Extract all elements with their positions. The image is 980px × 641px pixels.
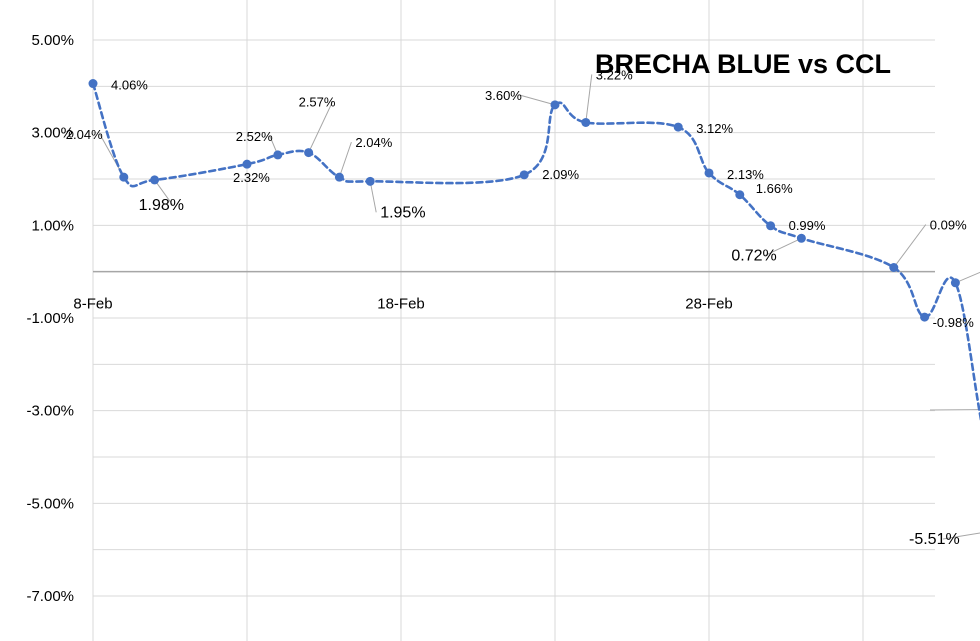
label-leader-line bbox=[765, 237, 802, 256]
data-label: -0.98% bbox=[933, 315, 975, 330]
data-point bbox=[704, 168, 714, 178]
y-tick-label: -5.00% bbox=[26, 495, 74, 512]
data-point bbox=[735, 190, 745, 200]
data-label: 2.52% bbox=[236, 129, 273, 144]
data-label: 4.06% bbox=[111, 78, 148, 93]
data-point bbox=[88, 79, 98, 89]
data-point bbox=[304, 148, 314, 158]
data-point bbox=[334, 172, 344, 182]
x-tick-label: 28-Feb bbox=[685, 296, 733, 313]
data-label: 1.98% bbox=[139, 197, 184, 214]
data-point bbox=[673, 122, 683, 132]
data-label: 2.04% bbox=[355, 135, 392, 150]
data-point bbox=[150, 175, 160, 185]
data-point bbox=[119, 172, 129, 182]
data-label: 1.66% bbox=[756, 181, 793, 196]
data-label: 1.95% bbox=[380, 204, 425, 221]
data-label: 3.22% bbox=[596, 67, 633, 82]
data-label: 0.09% bbox=[930, 217, 967, 232]
label-leader-line bbox=[154, 179, 174, 206]
data-point bbox=[365, 176, 375, 186]
data-label: 3.12% bbox=[696, 121, 733, 136]
data-label: 2.32% bbox=[233, 170, 270, 185]
data-label: 2.13% bbox=[727, 167, 764, 182]
data-label: 2.57% bbox=[299, 95, 336, 110]
axis-ticks: 5.00% 3.00% 1.00% -1.00% -3.00% -5.00% -7.00% 8… bbox=[26, 32, 733, 605]
label-leader-line bbox=[308, 101, 334, 153]
label-leader-line bbox=[585, 74, 593, 123]
data-point bbox=[766, 221, 776, 231]
label-leader-line bbox=[893, 224, 927, 268]
data-point bbox=[550, 100, 560, 110]
label-leader-line bbox=[369, 181, 377, 213]
label-leader-line bbox=[942, 532, 980, 540]
data-point bbox=[273, 150, 283, 160]
data-label: 2.04% bbox=[66, 127, 103, 142]
label-leader-line bbox=[338, 141, 352, 178]
data-label: -5.51% bbox=[909, 531, 960, 548]
y-tick-label: -1.00% bbox=[26, 310, 74, 327]
y-tick-label: 1.00% bbox=[31, 217, 74, 234]
data-point bbox=[920, 312, 930, 322]
data-label: 0.99% bbox=[789, 218, 826, 233]
series-markers bbox=[88, 79, 960, 322]
y-tick-label: 3.00% bbox=[31, 125, 74, 142]
data-point bbox=[581, 117, 591, 127]
label-leader-line bbox=[518, 94, 556, 106]
data-point bbox=[889, 262, 899, 272]
data-point bbox=[796, 233, 806, 243]
gridlines bbox=[92, 0, 935, 641]
y-tick-label: -7.00% bbox=[26, 588, 74, 605]
data-point bbox=[519, 170, 529, 180]
chart-title: BRECHA BLUE vs CCL bbox=[595, 49, 891, 79]
data-labels: 4.06% 2.04% 1.98% 2.32% 2.52% 2.57% 2.04% 1.95%… bbox=[66, 67, 975, 548]
x-tick-label: 8-Feb bbox=[73, 296, 112, 313]
y-tick-label: -3.00% bbox=[26, 403, 74, 420]
label-leader-line bbox=[955, 271, 980, 284]
data-point bbox=[950, 278, 960, 288]
data-label: 0.72% bbox=[731, 247, 776, 264]
data-label: 2.09% bbox=[542, 167, 579, 182]
x-tick-label: 18-Feb bbox=[377, 296, 425, 313]
data-label: 3.60% bbox=[485, 88, 522, 103]
y-tick-label: 5.00% bbox=[31, 32, 74, 49]
data-point bbox=[242, 159, 252, 169]
